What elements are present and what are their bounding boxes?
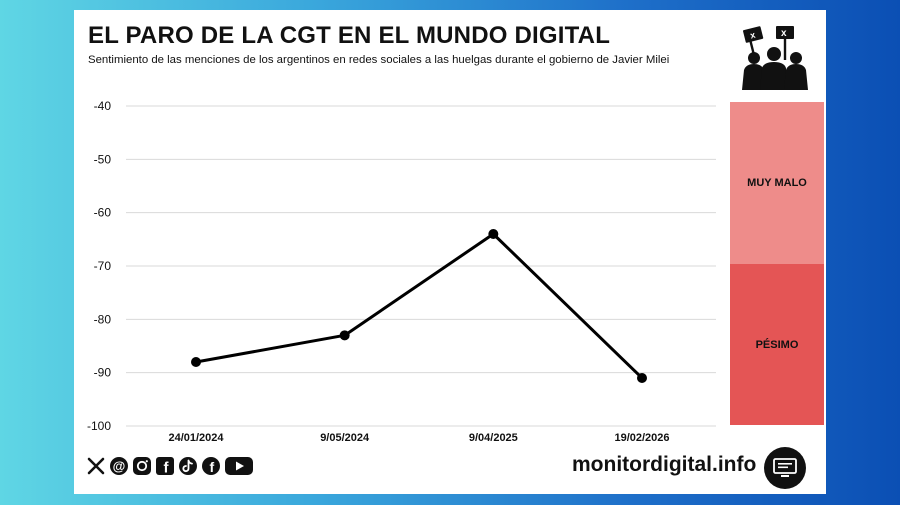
chart-title: EL PARO DE LA CGT EN EL MUNDO DIGITAL — [88, 22, 611, 49]
data-point — [637, 373, 647, 383]
x-tick-label: 19/02/2026 — [614, 432, 669, 444]
y-tick-label: -70 — [94, 259, 112, 273]
youtube-icon[interactable] — [224, 456, 254, 476]
instagram-icon[interactable] — [132, 456, 152, 476]
chart-subtitle: Sentimiento de las menciones de los arge… — [88, 54, 670, 66]
y-tick-label: -80 — [94, 312, 112, 326]
tiktok-icon[interactable] — [178, 456, 198, 476]
x-tick-label: 24/01/2024 — [168, 432, 224, 444]
y-tick-label: -100 — [87, 419, 111, 433]
data-point — [488, 229, 499, 239]
band-pesimo-label: PÉSIMO — [755, 338, 799, 351]
y-tick-label: -90 — [94, 366, 112, 380]
svg-text:@: @ — [113, 459, 126, 474]
threads-icon[interactable]: @ — [109, 456, 129, 476]
svg-text:f: f — [164, 460, 170, 477]
series-line — [195, 232, 644, 380]
y-tick-label: -40 — [94, 99, 112, 113]
social-icons: @ f f — [86, 456, 254, 476]
data-point — [191, 357, 201, 367]
facebook-icon[interactable]: f — [155, 456, 175, 476]
protest-icon: x x — [742, 26, 808, 90]
svg-text:x: x — [749, 30, 756, 41]
svg-text:f: f — [209, 459, 214, 475]
band-muy-malo-label: MUY MALO — [747, 177, 807, 189]
chart-card: EL PARO DE LA CGT EN EL MUNDO DIGITAL Se… — [74, 10, 826, 494]
facebook-icon[interactable]: f — [201, 456, 221, 476]
data-point — [339, 330, 350, 341]
line-chart: -40 -50 -60 -70 -80 -90 -100 24/01/2024 9/05/202… — [87, 99, 716, 444]
x-tick-label: 9/04/2025 — [469, 432, 518, 444]
website-url[interactable]: monitordigital.info — [572, 453, 757, 476]
x-icon[interactable] — [86, 456, 106, 476]
monitor-icon — [764, 447, 806, 489]
y-tick-label: -50 — [94, 152, 112, 166]
y-tick-label: -60 — [94, 206, 112, 220]
svg-text:x: x — [781, 28, 787, 39]
x-tick-label: 9/05/2024 — [320, 432, 370, 444]
band-pesimo: PÉSIMO — [730, 264, 824, 425]
band-muy-malo: MUY MALO — [730, 102, 824, 264]
